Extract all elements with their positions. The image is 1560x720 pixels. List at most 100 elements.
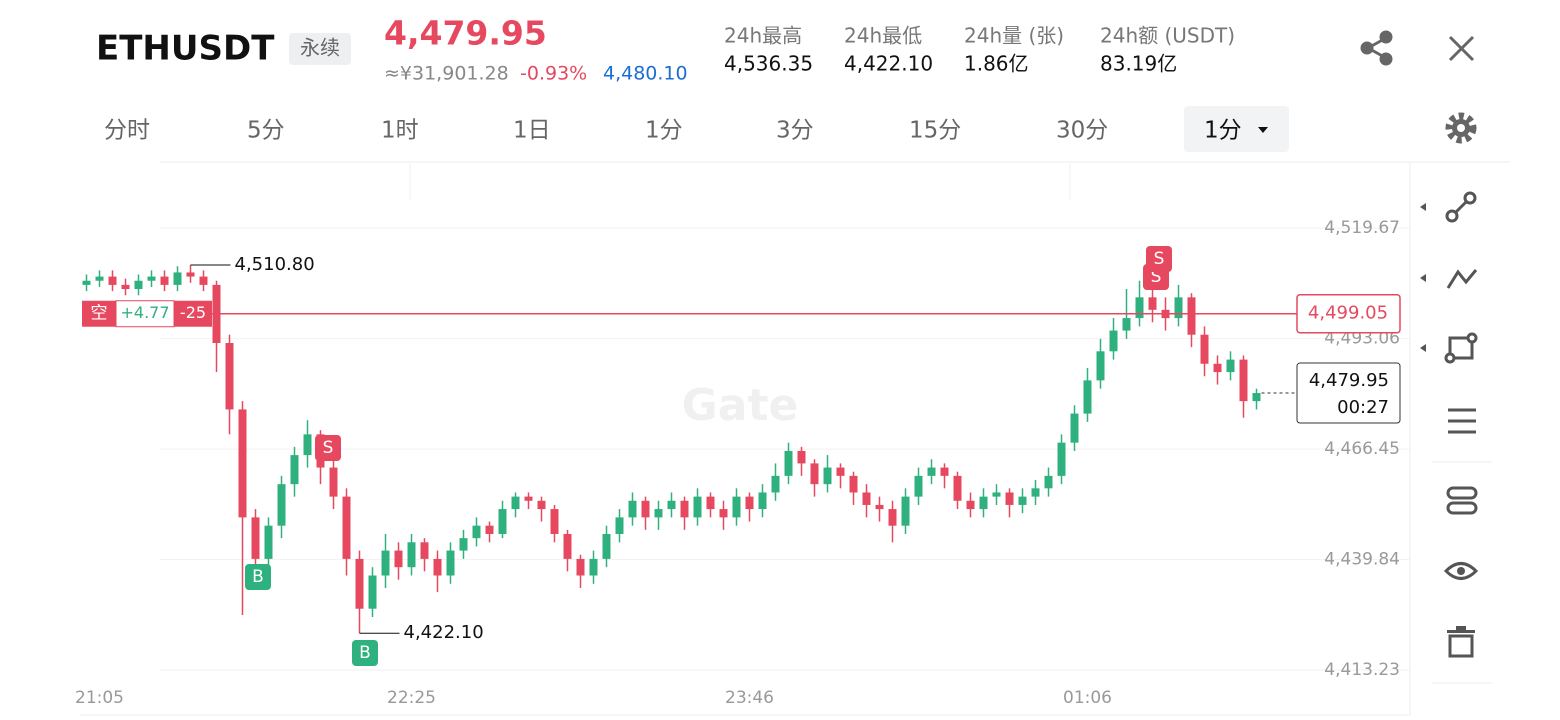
candle-body (901, 496, 910, 526)
settings-icon[interactable] (1445, 112, 1477, 144)
tab[interactable]: 15分 (909, 118, 961, 144)
candle-body (745, 496, 754, 510)
sell-marker-bg (1146, 246, 1172, 272)
candle-body (537, 500, 546, 510)
tag: 永续 (300, 36, 340, 60)
position-price: 4,499.05 (1308, 303, 1388, 324)
candle-body (719, 509, 728, 518)
stat-value: 4,536.35 (724, 52, 813, 76)
tab[interactable]: 3分 (776, 118, 814, 144)
candle-body (1239, 359, 1248, 402)
y-tick-label: 4,466.45 (1324, 439, 1400, 459)
candle-body (1213, 363, 1222, 373)
position-price-bg (1296, 293, 1401, 334)
candle-body (186, 272, 195, 277)
candle-body (329, 467, 338, 497)
candle-body (1187, 297, 1196, 335)
candle-body (706, 496, 715, 510)
tool-delete[interactable] (1447, 626, 1475, 658)
candle-body (173, 272, 182, 285)
candle-body (485, 525, 494, 534)
candle-body (602, 533, 611, 559)
candle-body (277, 484, 286, 526)
chart: Gate 4,519.67 4,493.06 4,466.45 4,439.84 4,41… (75, 218, 1410, 708)
candle-body (849, 475, 858, 493)
tool-indicator[interactable] (1448, 408, 1476, 434)
sell-marker-bg (315, 435, 341, 461)
position-qty: -25 (180, 303, 206, 322)
tab[interactable]: 5分 (247, 118, 285, 144)
candle-body (303, 434, 312, 456)
candle-body (1044, 475, 1053, 489)
tool-layers[interactable] (1446, 486, 1478, 515)
position-pnl: +4.77 (120, 303, 169, 322)
tab[interactable]: 分时 (104, 118, 150, 144)
candle-body (680, 500, 689, 518)
tool-line[interactable] (1445, 191, 1477, 223)
sell-marker: S (323, 438, 334, 458)
candle-body (1252, 393, 1261, 402)
candle-body (979, 496, 988, 510)
active-tab[interactable]: 1分 (1204, 118, 1242, 144)
candle-body (797, 450, 806, 464)
stat-label: 24h最低 (844, 24, 922, 48)
candle-body (654, 509, 663, 518)
tab[interactable]: 1日 (513, 118, 551, 144)
buy-marker-bg (245, 564, 271, 590)
candle-body (875, 504, 884, 510)
candle-body (732, 496, 741, 518)
candle-body (238, 409, 247, 518)
candle-body (1018, 496, 1027, 505)
x-tick-label: 21:05 (75, 688, 124, 708)
close-icon[interactable] (1448, 35, 1475, 62)
position-side-bg (82, 300, 116, 327)
candle-body (381, 550, 390, 576)
candle-body (134, 280, 143, 290)
candle-body (95, 276, 104, 281)
buy-marker-bg (352, 640, 378, 666)
candle-body (121, 284, 130, 290)
stat-value: 4,422.10 (844, 52, 933, 76)
candle-body (355, 558, 364, 609)
dropdown-arrow (1258, 127, 1268, 133)
active-tab-bg (1184, 106, 1289, 152)
share-icon[interactable] (1360, 30, 1393, 66)
candle-body (290, 455, 299, 485)
tab[interactable]: 30分 (1056, 118, 1108, 144)
candle-body (563, 533, 572, 559)
candle-body (446, 550, 455, 576)
candle-body (992, 492, 1001, 497)
y-tick-label: 4,413.23 (1324, 660, 1400, 680)
stat-value: 1.86亿 (964, 52, 1029, 76)
tab[interactable]: 1时 (381, 118, 419, 144)
candle-body (966, 500, 975, 510)
position-pnl-bg (115, 300, 175, 328)
candle-body (1226, 359, 1235, 373)
candle-body (160, 276, 169, 285)
candle-body (368, 575, 377, 609)
x-tick-label: 01:06 (1063, 688, 1112, 708)
candle-body (550, 509, 559, 534)
tool-eye[interactable] (1443, 562, 1479, 580)
y-tick-label: 4,439.84 (1324, 550, 1400, 570)
candle-body (836, 467, 845, 476)
tab[interactable]: 1分 (645, 118, 683, 144)
candle-body (225, 343, 234, 410)
tool-wave[interactable] (1446, 269, 1478, 289)
sell-marker: S (1151, 267, 1162, 287)
candle-body (433, 558, 442, 576)
candle-body (511, 496, 520, 510)
candle-body (251, 517, 260, 559)
y-tick-label: 4,493.06 (1324, 329, 1400, 349)
candle-body (1083, 380, 1092, 414)
last-price-bg (1296, 362, 1401, 424)
tool-rect[interactable] (1444, 332, 1478, 364)
candle-body (264, 525, 273, 559)
stat-label: 24h最高 (724, 24, 802, 48)
candle-body (1135, 297, 1144, 319)
candle-body (1096, 351, 1105, 381)
last-price: 4,479.95 (1309, 370, 1389, 391)
toolbar (1420, 191, 1492, 684)
tag-bg (289, 33, 351, 65)
